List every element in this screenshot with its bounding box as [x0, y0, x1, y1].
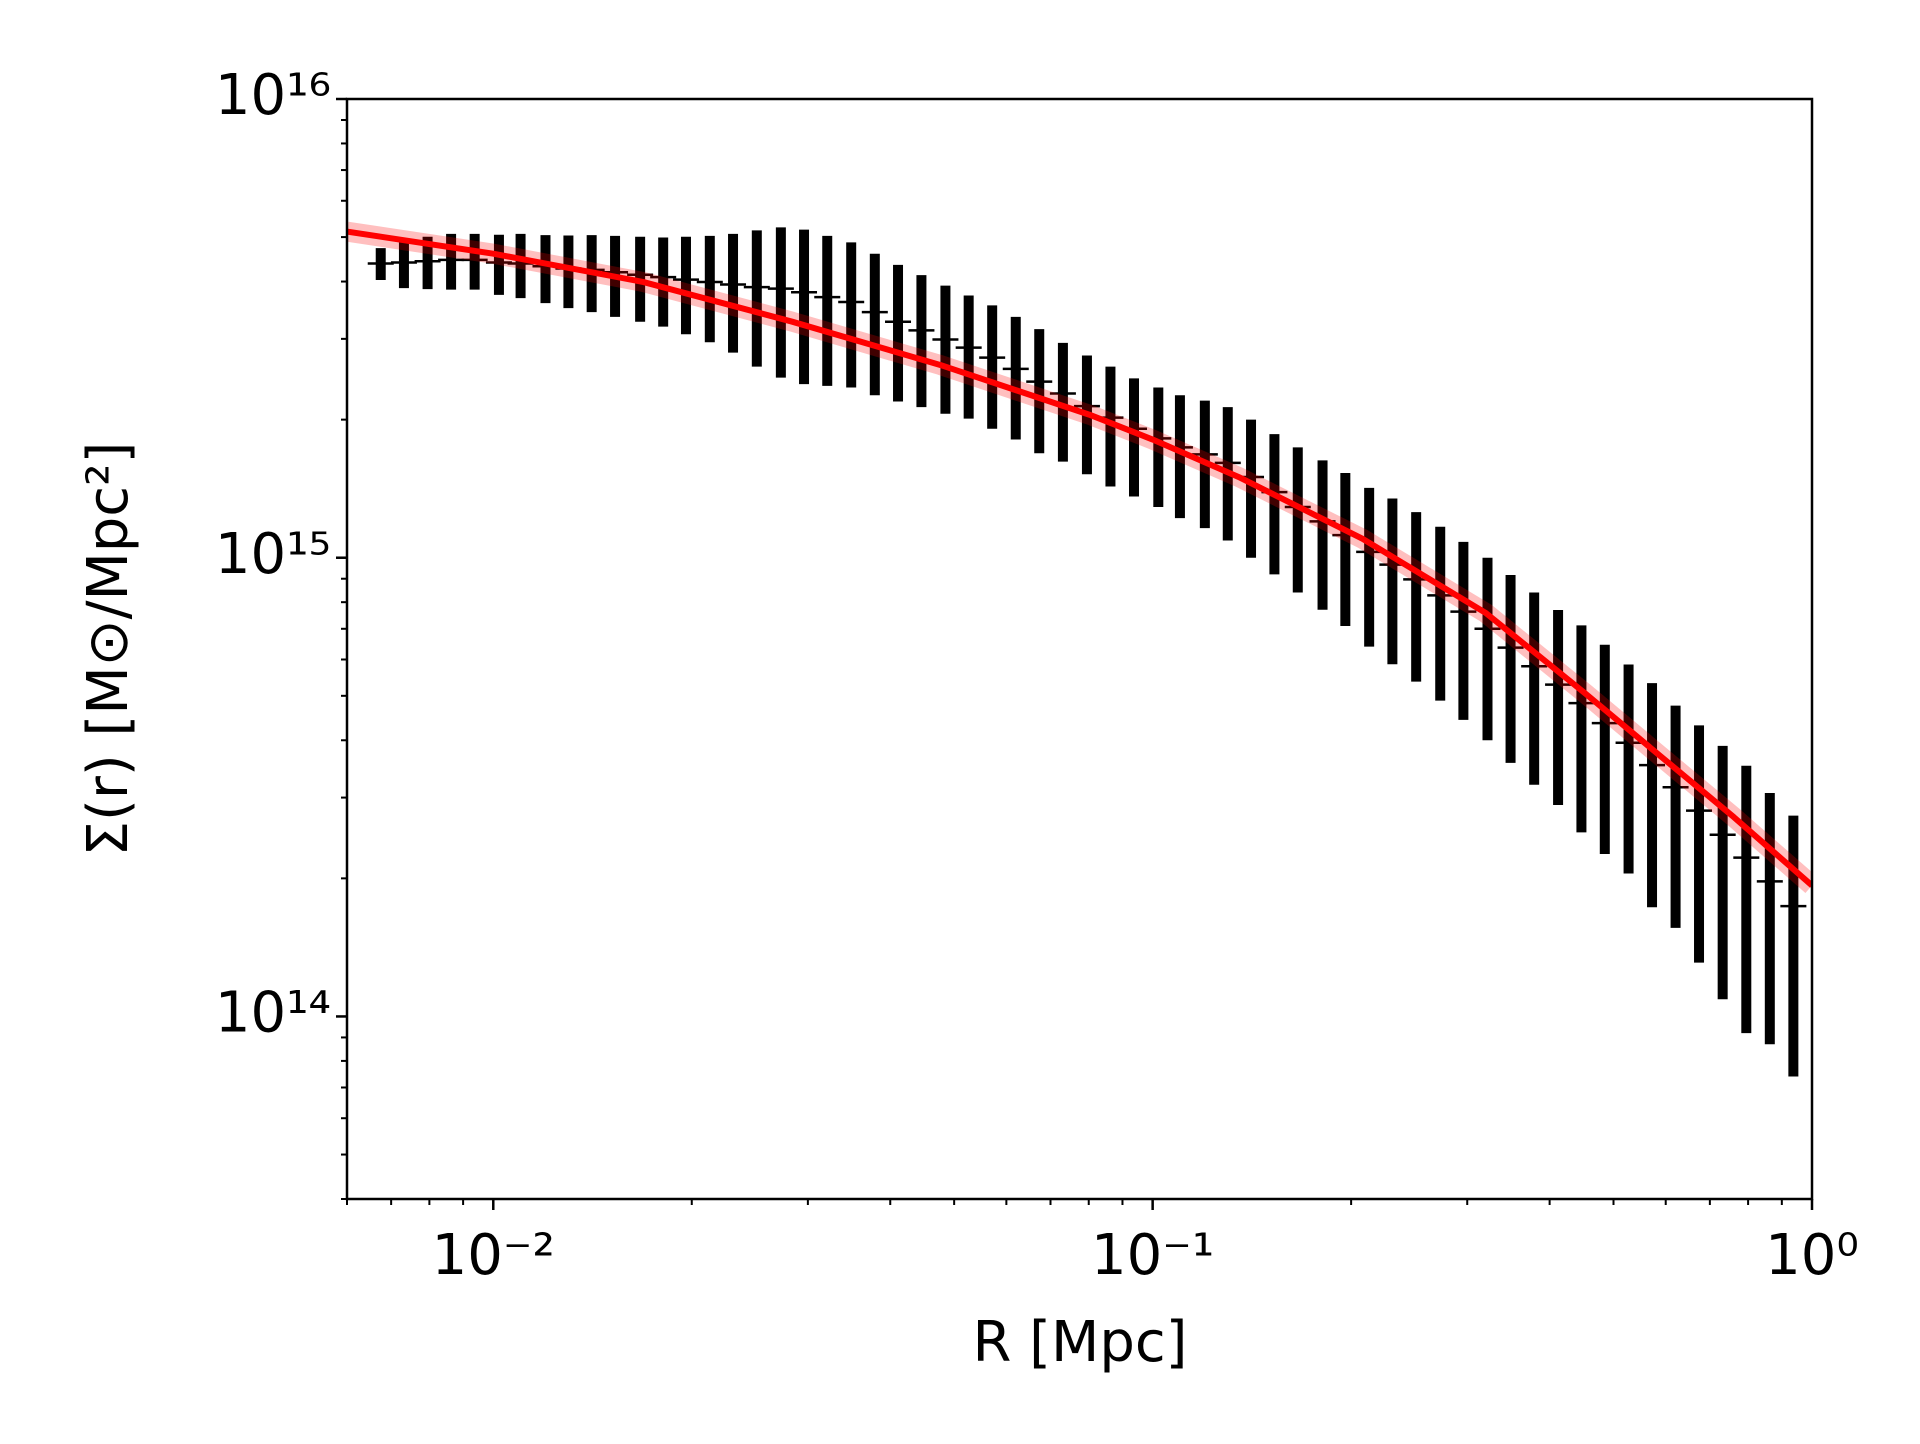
plot-frame	[345, 97, 1814, 1201]
x-tick-label: 10⁻¹	[1091, 1223, 1214, 1288]
plot-area	[347, 221, 1812, 1077]
y-tick-label: 10¹⁶	[215, 63, 331, 128]
model-band	[347, 221, 1812, 893]
y-axis-label: Σ(r) [M⊙/Mpc²]	[76, 442, 141, 857]
model-line	[347, 228, 1812, 888]
x-tick-label: 10⁰	[1765, 1223, 1859, 1288]
x-tick-label: 10⁻²	[432, 1223, 555, 1288]
y-tick-label: 10¹⁴	[215, 981, 331, 1046]
y-tick-label: 10¹⁵	[215, 522, 331, 587]
x-axis-label: R [Mpc]	[972, 1310, 1187, 1375]
